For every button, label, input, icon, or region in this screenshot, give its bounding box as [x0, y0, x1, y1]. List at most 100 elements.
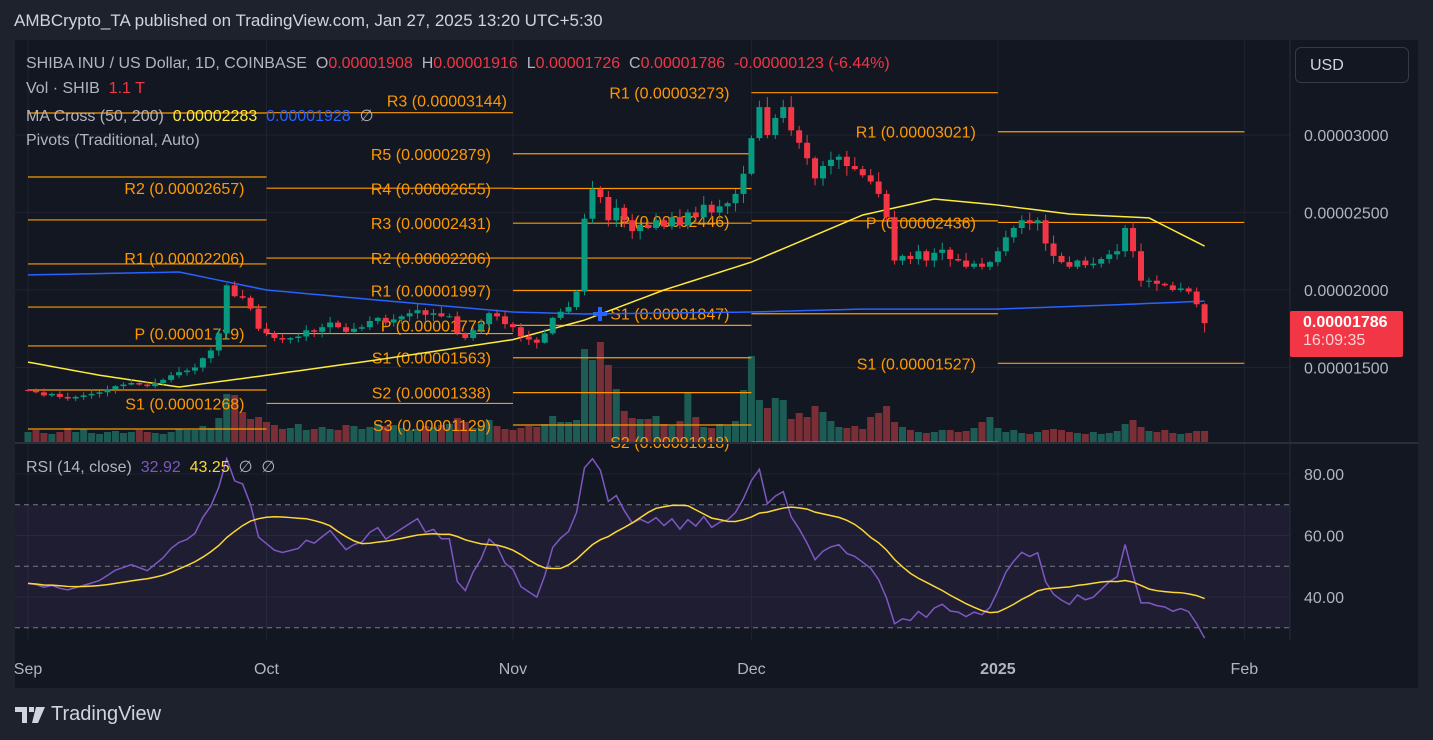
volume-bar: [1153, 432, 1161, 442]
candle-body: [1082, 260, 1089, 266]
publish-info: AMBCrypto_TA published on TradingView.co…: [14, 11, 603, 30]
candle-body: [152, 383, 159, 387]
last-price-value: 0.00001786: [1303, 314, 1388, 331]
volume-bar: [604, 365, 612, 442]
volume-bar: [398, 428, 406, 442]
volume-bar: [358, 429, 366, 442]
volume-bar: [366, 427, 374, 442]
time-axis[interactable]: Sep Oct Nov Dec 2025 Feb: [14, 661, 1258, 678]
time-tick-label: Dec: [737, 661, 765, 678]
candle-body: [827, 159, 834, 166]
volume-bar: [342, 425, 350, 442]
low-label: L: [526, 55, 536, 72]
volume-bar: [48, 434, 56, 442]
volume-bar: [1050, 429, 1058, 442]
volume-bar: [700, 427, 708, 442]
volume-bar: [1201, 431, 1209, 442]
pivot-label: R2 (0.00002657): [124, 181, 244, 198]
candle-body: [287, 338, 294, 340]
candle-body: [875, 181, 882, 194]
pivot-label: R1 (0.00003273): [609, 86, 729, 103]
candle-body: [780, 107, 787, 118]
volume-bar: [946, 430, 954, 442]
volume-bar: [875, 413, 883, 442]
volume-bar: [135, 430, 143, 442]
volume-bar: [1177, 434, 1185, 442]
volume-bar: [374, 424, 382, 442]
volume-legend[interactable]: Vol · SHIB 1.1 T: [26, 80, 145, 98]
tradingview-logo-icon: [15, 706, 45, 723]
volume-bar: [708, 428, 716, 442]
candle-body: [478, 324, 485, 331]
price-axis[interactable]: 0.00003000 0.00002500 0.00002000 0.00001500: [1304, 128, 1389, 378]
candle-body: [494, 313, 501, 317]
volume-bar: [334, 430, 342, 442]
candle-body: [676, 217, 683, 225]
candle-body: [1201, 304, 1208, 324]
volume-bar: [1010, 430, 1018, 442]
rsi-extra-value: ∅: [238, 459, 253, 476]
candle-body: [64, 396, 71, 399]
pivot-levels: R3 (0.00003144) R2 (0.00002657) R1 (0.0000…: [28, 86, 1245, 452]
candle-body: [724, 203, 731, 207]
candle-body: [986, 262, 993, 267]
ma-cross-legend[interactable]: MA Cross (50, 200) 0.00002283 0.00001928…: [26, 106, 374, 126]
volume-bar: [191, 430, 199, 442]
volume-bar: [199, 426, 207, 442]
volume-bar: [1002, 432, 1010, 442]
candle-body: [1002, 237, 1009, 252]
pivot-label: S1 (0.00001847): [610, 307, 729, 324]
candle-body: [700, 204, 707, 218]
candle-body: [653, 220, 660, 228]
candle-body: [613, 207, 620, 221]
candle-body: [502, 316, 508, 325]
pivot-label: R1 (0.00003021): [856, 125, 976, 142]
volume-bar: [88, 433, 96, 442]
candle-body: [120, 384, 127, 387]
currency-button[interactable]: USD: [1295, 47, 1409, 83]
candle-body: [1114, 251, 1121, 255]
time-tick-label: Feb: [1231, 661, 1259, 678]
volume-bar: [1145, 431, 1153, 442]
volume-bar: [541, 424, 549, 442]
volume-bar: [286, 428, 294, 442]
pivots-legend[interactable]: Pivots (Traditional, Auto): [26, 132, 200, 150]
candle-body: [303, 330, 310, 337]
volume-bar: [660, 424, 668, 442]
rsi-legend[interactable]: RSI (14, close) 32.92 43.25 ∅ ∅: [26, 457, 275, 477]
volume-bar: [533, 427, 541, 442]
volume-bar: [239, 412, 247, 442]
candle-body: [223, 285, 230, 334]
volume-bar: [922, 433, 930, 442]
candle-body: [573, 291, 580, 308]
volume-bar: [573, 420, 581, 442]
pivot-label: R3 (0.00002431): [371, 216, 491, 233]
candle-body: [764, 107, 771, 135]
time-tick-label: Oct: [254, 661, 279, 678]
candle-body: [406, 313, 413, 317]
volume-bar: [414, 429, 422, 442]
candle-body: [621, 207, 628, 221]
volume-bar: [40, 433, 48, 442]
volume-bar: [1161, 430, 1169, 442]
candle-body: [557, 311, 564, 318]
volume-bar: [914, 432, 922, 442]
symbol-legend[interactable]: SHIBA INU / US Dollar, 1D, COINBASE O0.0…: [26, 55, 890, 73]
volume-bar: [111, 431, 119, 442]
volume-bar: [143, 432, 151, 442]
rsi-label: RSI (14, close): [26, 459, 132, 476]
volume-bar: [1193, 431, 1201, 442]
volume-bar: [843, 428, 851, 442]
candle-body: [422, 310, 429, 315]
pivot-label: P (0.00001772): [381, 318, 491, 335]
volume-bar: [350, 426, 358, 442]
volume-bar: [80, 429, 88, 442]
volume-bar: [787, 419, 795, 442]
candle-body: [25, 389, 31, 391]
pivot-label: R5 (0.00002879): [371, 147, 491, 164]
rsi-axis[interactable]: 80.00 60.00 40.00: [1304, 467, 1344, 607]
tradingview-logo[interactable]: TradingView: [15, 703, 161, 726]
candle-body: [438, 313, 445, 317]
bar-countdown: 16:09:35: [1303, 332, 1366, 349]
